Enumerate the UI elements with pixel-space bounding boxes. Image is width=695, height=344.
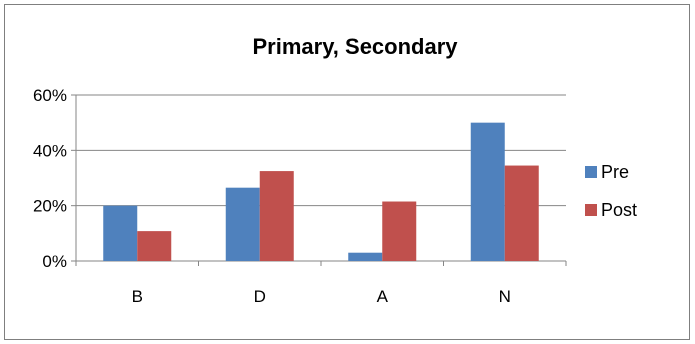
y-tick-label: 60%	[33, 86, 67, 105]
x-tick-label: B	[132, 287, 143, 306]
x-tick-label: A	[377, 287, 389, 306]
bar-post-n	[504, 165, 539, 261]
x-tick-label: D	[254, 287, 266, 306]
chart-title: Primary, Secondary	[252, 34, 458, 59]
legend-label-pre: Pre	[601, 162, 629, 182]
y-tick-label: 0%	[42, 252, 67, 271]
legend-swatch-post	[585, 204, 597, 216]
axes: 0% 20% 40% 60% B D A N	[33, 86, 567, 306]
bars	[103, 122, 539, 262]
chart-area: Primary, Secondary 0% 20% 40% 60% B D A N Pre Po…	[4, 4, 690, 340]
bar-chart: Primary, Secondary 0% 20% 40% 60% B D A N Pre Po…	[33, 34, 637, 306]
bar-post-d	[259, 171, 294, 261]
bar-pre-d	[225, 187, 260, 261]
legend-swatch-pre	[585, 166, 597, 178]
legend-label-post: Post	[601, 200, 637, 220]
bar-pre-a	[348, 252, 383, 261]
bar-pre-n	[470, 122, 505, 262]
y-tick-label: 40%	[33, 141, 67, 160]
bar-post-b	[137, 231, 172, 261]
x-tick-label: N	[499, 287, 511, 306]
y-tick-label: 20%	[33, 197, 67, 216]
bar-pre-b	[103, 205, 138, 261]
bar-post-a	[382, 201, 417, 261]
legend: Pre Post	[585, 162, 637, 220]
